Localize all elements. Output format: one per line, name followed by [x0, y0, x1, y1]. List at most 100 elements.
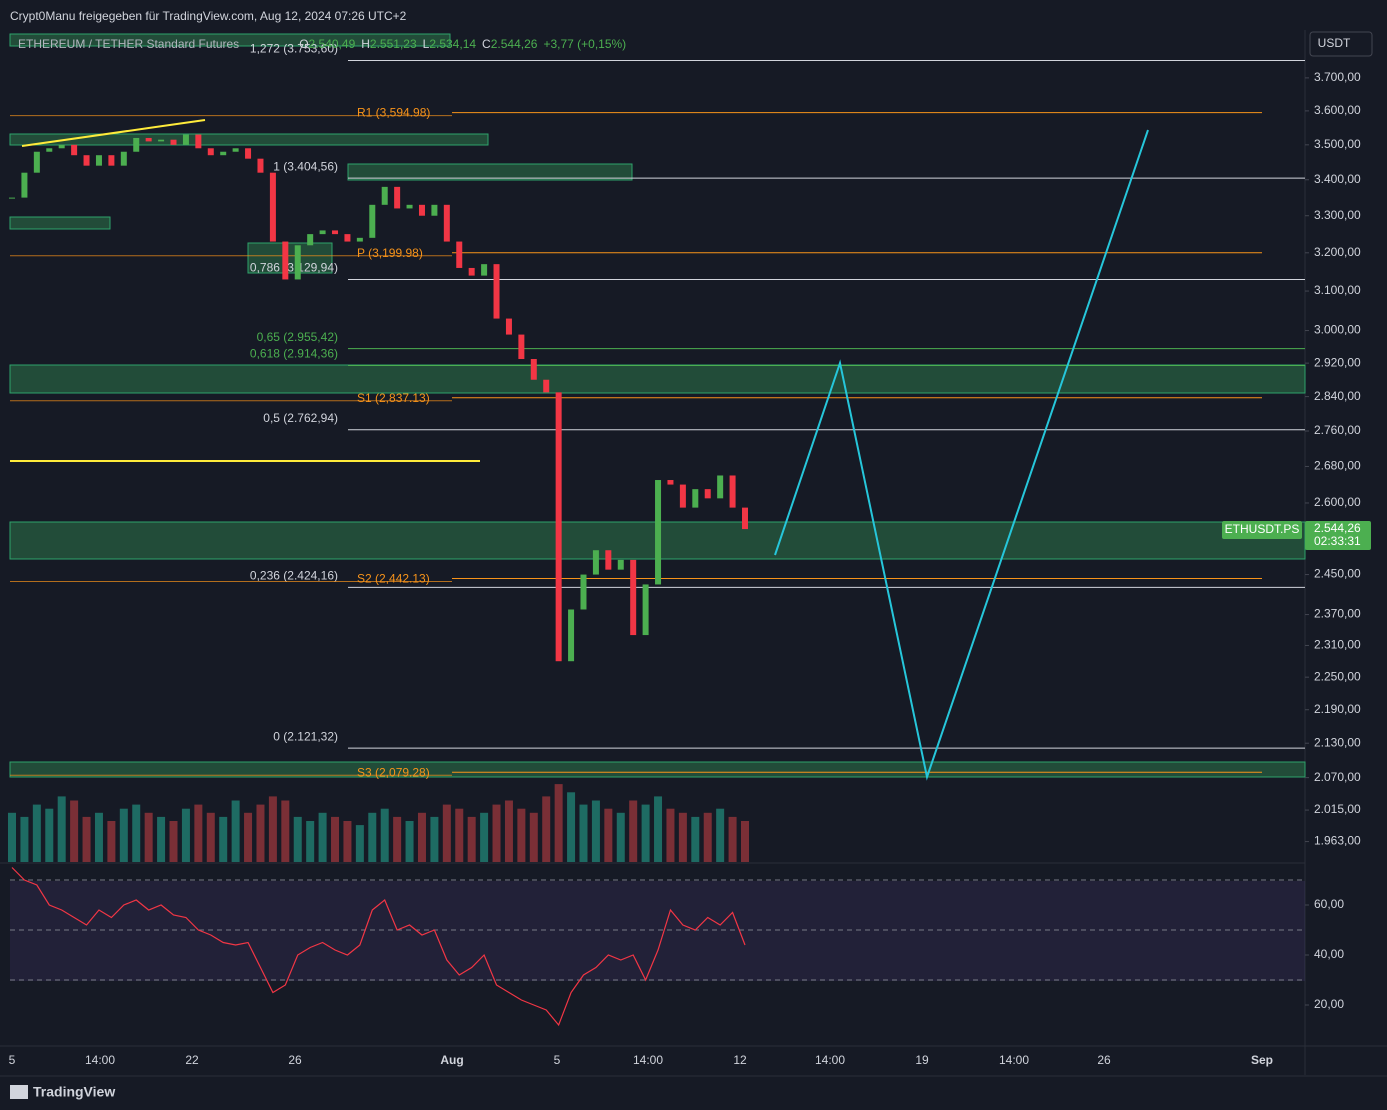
candle-body — [729, 475, 736, 508]
candle-body — [195, 134, 202, 149]
projection-path — [774, 129, 1149, 781]
volume-bar — [57, 796, 66, 862]
volume-bar — [492, 804, 501, 862]
candle-body — [269, 172, 276, 242]
volume-bar — [306, 821, 315, 862]
candle-body — [108, 155, 115, 166]
fib-label: 0 (2.121,32) — [273, 729, 338, 743]
y-tick-label: 2.600,00 — [1314, 495, 1361, 509]
candle-body — [692, 489, 699, 508]
volume-bar — [442, 804, 451, 862]
price-tag-text: 2.544,26 — [1314, 521, 1361, 535]
x-tick-label: 14:00 — [815, 1053, 845, 1067]
candle-body — [456, 241, 463, 268]
pivot-label: R1 (3,594.98) — [357, 106, 430, 120]
candle-body — [642, 584, 649, 636]
y-tick-label: 2.190,00 — [1314, 702, 1361, 716]
candle-body — [481, 264, 488, 276]
candle-body — [704, 489, 711, 499]
volume-bar — [244, 812, 253, 862]
y-tick-label: 3.100,00 — [1314, 283, 1361, 297]
volume-bar — [331, 816, 340, 862]
candle-body — [33, 151, 40, 173]
volume-bar — [368, 812, 377, 862]
candle-body — [170, 139, 177, 145]
candle-body — [282, 241, 289, 280]
candle-body — [617, 559, 624, 570]
candle-body — [518, 334, 525, 360]
y-tick-label: 2.680,00 — [1314, 459, 1361, 473]
y-tick-label: 2.070,00 — [1314, 770, 1361, 784]
zone — [9, 33, 451, 47]
rsi-tick-label: 40,00 — [1314, 947, 1344, 961]
zone — [9, 216, 111, 230]
candle-body — [592, 550, 599, 575]
candle-body — [332, 230, 339, 235]
volume-bar — [417, 812, 426, 862]
legend-value: 2.540,49 — [309, 37, 356, 51]
brand: TradingView — [33, 1084, 115, 1100]
legend-value: 2.544,26 — [491, 37, 538, 51]
rsi-tick-label: 20,00 — [1314, 997, 1344, 1011]
candle-body — [605, 550, 612, 570]
x-tick-label: 5 — [9, 1053, 16, 1067]
x-tick-label: 22 — [185, 1053, 199, 1067]
price-tag — [1305, 521, 1371, 550]
volume-bar — [616, 812, 625, 862]
volume-bar — [455, 808, 464, 862]
candle-body — [717, 475, 724, 499]
candle-body — [530, 359, 537, 380]
trend-line — [21, 119, 206, 147]
x-tick-label: 26 — [1097, 1053, 1111, 1067]
candle-body — [493, 264, 500, 319]
x-tick-label: 14:00 — [85, 1053, 115, 1067]
candle-body — [294, 245, 301, 280]
y-tick-label: 2.015,00 — [1314, 802, 1361, 816]
y-tick-label: 3.300,00 — [1314, 208, 1361, 222]
candles — [9, 134, 748, 662]
volume-bar — [256, 804, 265, 862]
volume-bar — [119, 808, 128, 862]
volume-bar — [480, 812, 489, 862]
legend-key: C — [482, 37, 491, 51]
logo — [10, 1085, 28, 1099]
fib-label: 0,236 (2.424,16) — [250, 569, 338, 583]
y-tick-label: 3.000,00 — [1314, 323, 1361, 337]
candle-body — [443, 204, 450, 242]
volume-bar — [716, 808, 725, 862]
x-tick-label: 5 — [554, 1053, 561, 1067]
volume-bar — [107, 821, 116, 862]
zone — [9, 761, 1306, 778]
candle-body — [356, 237, 363, 242]
volume-bar — [554, 784, 563, 862]
volume-bar — [380, 808, 389, 862]
volume-bar — [231, 800, 240, 862]
y-tick-label: 2.250,00 — [1314, 669, 1361, 683]
volume-bar — [728, 816, 737, 862]
volume-bar — [268, 796, 277, 862]
candle-body — [307, 234, 314, 246]
volume-bar — [144, 812, 153, 862]
volume-bar — [504, 800, 513, 862]
symbol-tag — [1222, 521, 1302, 539]
volume-bar — [604, 808, 613, 862]
candle-body — [679, 484, 686, 508]
volume-bar — [194, 804, 203, 862]
candle-body — [95, 155, 102, 166]
y-tick-label: 2.450,00 — [1314, 567, 1361, 581]
y-tick-label: 3.200,00 — [1314, 245, 1361, 259]
symbol-tag-text: ETHUSDT.PS — [1225, 522, 1300, 536]
y-tick-label: 3.400,00 — [1314, 172, 1361, 186]
unit: USDT — [1318, 36, 1351, 50]
candle-body — [568, 609, 575, 662]
volume-bar — [343, 821, 352, 862]
volume-bar — [94, 812, 103, 862]
x-tick-label: 26 — [288, 1053, 302, 1067]
y-tick-label: 3.700,00 — [1314, 70, 1361, 84]
volume-bar — [678, 812, 687, 862]
volume-bar — [703, 812, 712, 862]
volume-bar — [355, 825, 364, 862]
candle-body — [468, 267, 475, 276]
volume-bar — [219, 816, 228, 862]
volume-bar — [567, 792, 576, 862]
